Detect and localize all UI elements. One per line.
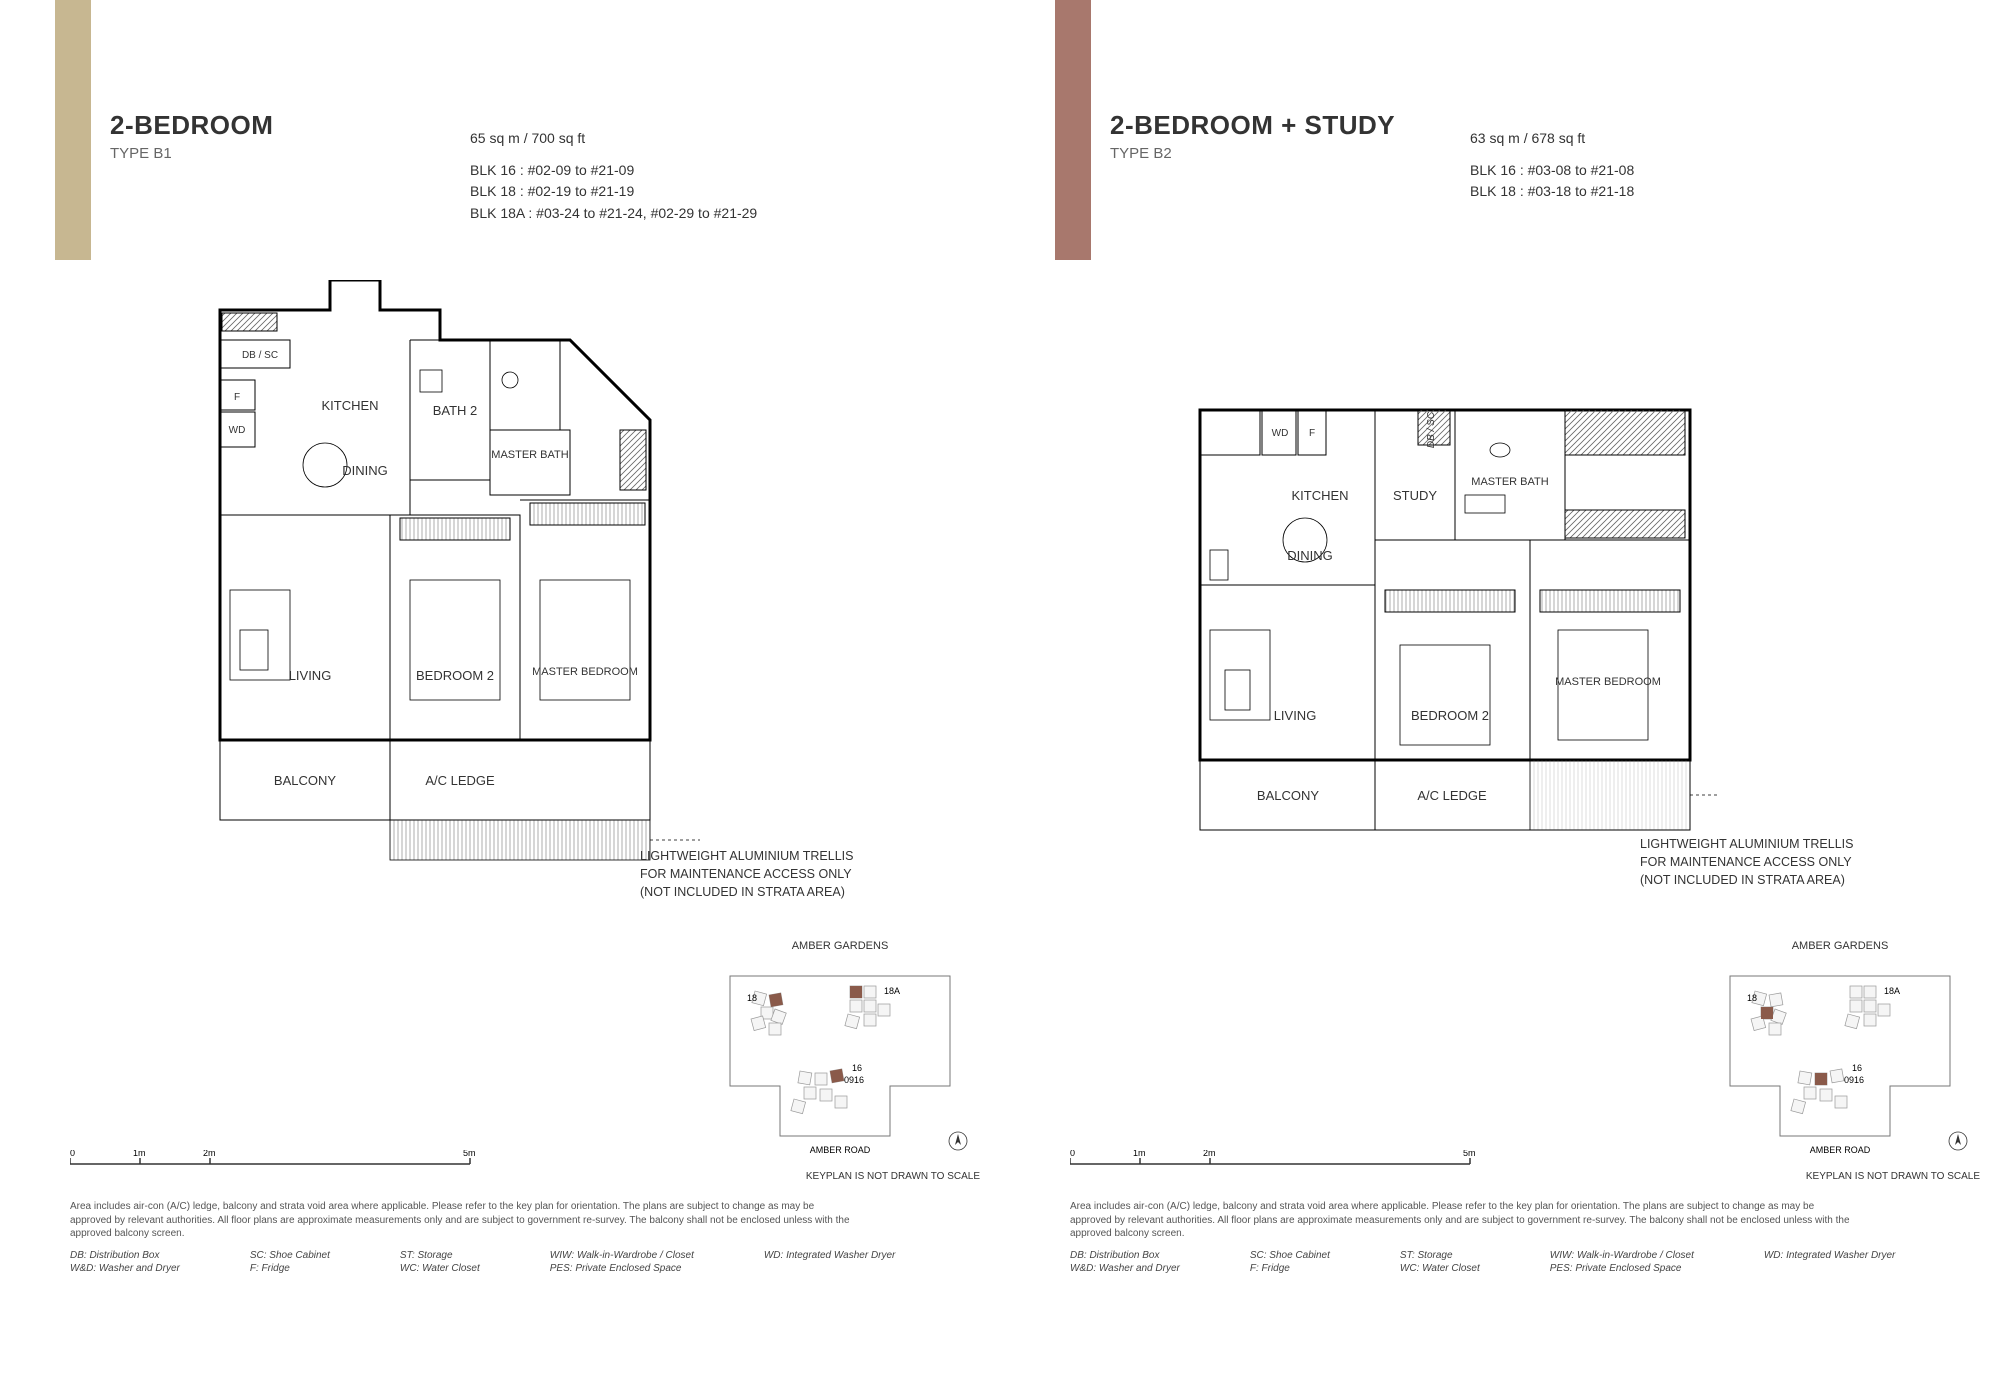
plan-subtitle: TYPE B2 (1110, 145, 1395, 162)
svg-text:16: 16 (852, 1063, 862, 1073)
floorplan-b2: KITCHEN DINING STUDY MASTER BATH LIVING … (1180, 400, 1720, 1000)
svg-text:1m: 1m (133, 1150, 146, 1158)
svg-text:MASTER BEDROOM: MASTER BEDROOM (1555, 676, 1661, 688)
plan-title: 2-BEDROOM (110, 110, 273, 141)
plan-title: 2-BEDROOM + STUDY (1110, 110, 1395, 141)
svg-text:KITCHEN: KITCHEN (1291, 488, 1348, 503)
accent-bar-right (1055, 0, 1091, 260)
svg-text:0: 0 (1070, 1150, 1075, 1158)
plan-units-line: BLK 16 : #02-09 to #21-09 (470, 160, 757, 182)
trellis-note-left: LIGHTWEIGHT ALUMINIUM TRELLIS FOR MAINTE… (640, 847, 960, 901)
svg-text:AMBER ROAD: AMBER ROAD (810, 1145, 871, 1155)
svg-text:LIVING: LIVING (1274, 708, 1317, 723)
svg-text:18A: 18A (1884, 986, 1900, 996)
svg-text:BEDROOM 2: BEDROOM 2 (416, 668, 494, 683)
svg-text:DINING: DINING (1287, 548, 1333, 563)
keyplan-right: AMBER GARDENS 18 (1700, 940, 1980, 1170)
svg-text:16: 16 (1852, 1063, 1862, 1073)
disclaimer-left: Area includes air-con (A/C) ledge, balco… (70, 1200, 850, 1241)
svg-text:MASTER BATH: MASTER BATH (491, 449, 568, 461)
scale-bar-right: 0 1m 2m 5m (1070, 1150, 1490, 1179)
accent-bar-left (55, 0, 91, 260)
plan-units-line: BLK 18 : #02-19 to #21-19 (470, 181, 757, 203)
svg-text:MASTER BATH: MASTER BATH (1471, 476, 1548, 488)
plan-meta-left: 65 sq m / 700 sq ft BLK 16 : #02-09 to #… (470, 128, 757, 225)
plan-area: 65 sq m / 700 sq ft (470, 128, 757, 150)
svg-text:DINING: DINING (342, 463, 388, 478)
plan-units-line: BLK 18 : #03-18 to #21-18 (1470, 181, 1634, 203)
svg-text:1m: 1m (1133, 1150, 1146, 1158)
svg-text:5m: 5m (1463, 1150, 1476, 1158)
svg-text:WD: WD (229, 425, 246, 436)
svg-text:LIVING: LIVING (289, 668, 332, 683)
trellis-note-right: LIGHTWEIGHT ALUMINIUM TRELLIS FOR MAINTE… (1640, 835, 1960, 889)
disclaimer-right: Area includes air-con (A/C) ledge, balco… (1070, 1200, 1850, 1241)
svg-text:18A: 18A (884, 986, 900, 996)
legend-right: DB: Distribution BoxW&D: Washer and Drye… (1070, 1250, 1970, 1274)
svg-text:WD: WD (1272, 428, 1289, 439)
floorplan-b1: KITCHEN DINING BATH 2 MASTER BATH LIVING… (180, 280, 720, 880)
svg-text:F: F (234, 392, 240, 403)
svg-text:F: F (1309, 428, 1315, 439)
svg-text:MASTER BEDROOM: MASTER BEDROOM (532, 666, 638, 678)
page-right: 2-BEDROOM + STUDY TYPE B2 63 sq m / 678 … (1000, 0, 2000, 1391)
svg-text:DB / SC: DB / SC (242, 350, 278, 361)
plan-subtitle: TYPE B1 (110, 145, 273, 162)
header-left: 2-BEDROOM TYPE B1 (110, 110, 273, 162)
plan-area: 63 sq m / 678 sq ft (1470, 128, 1634, 150)
svg-text:2m: 2m (203, 1150, 216, 1158)
header-right: 2-BEDROOM + STUDY TYPE B2 (1110, 110, 1395, 162)
svg-text:0916: 0916 (844, 1075, 864, 1085)
svg-text:A/C LEDGE: A/C LEDGE (425, 773, 495, 788)
svg-text:18: 18 (747, 993, 757, 1003)
plan-units-line: BLK 16 : #03-08 to #21-08 (1470, 160, 1634, 182)
keyplan-left: AMBER GARDENS 18 (700, 940, 980, 1170)
plan-units-line: BLK 18A : #03-24 to #21-24, #02-29 to #2… (470, 203, 757, 225)
svg-text:0: 0 (70, 1150, 75, 1158)
svg-text:0916: 0916 (1844, 1075, 1864, 1085)
svg-text:2m: 2m (1203, 1150, 1216, 1158)
svg-text:DB / SC: DB / SC (1426, 411, 1437, 448)
svg-text:BALCONY: BALCONY (1257, 788, 1319, 803)
svg-text:BALCONY: BALCONY (274, 773, 336, 788)
scale-bar-left: 0 1m 2m 5m (70, 1150, 490, 1179)
svg-text:STUDY: STUDY (1393, 488, 1437, 503)
svg-text:A/C LEDGE: A/C LEDGE (1417, 788, 1487, 803)
svg-text:KITCHEN: KITCHEN (321, 398, 378, 413)
svg-text:AMBER ROAD: AMBER ROAD (1810, 1145, 1871, 1155)
svg-text:BATH 2: BATH 2 (433, 403, 478, 418)
svg-text:BEDROOM 2: BEDROOM 2 (1411, 708, 1489, 723)
svg-text:5m: 5m (463, 1150, 476, 1158)
page-left: 2-BEDROOM TYPE B1 65 sq m / 700 sq ft BL… (0, 0, 1000, 1391)
svg-text:18: 18 (1747, 993, 1757, 1003)
plan-meta-right: 63 sq m / 678 sq ft BLK 16 : #03-08 to #… (1470, 128, 1634, 203)
legend-left: DB: Distribution BoxW&D: Washer and Drye… (70, 1250, 970, 1274)
